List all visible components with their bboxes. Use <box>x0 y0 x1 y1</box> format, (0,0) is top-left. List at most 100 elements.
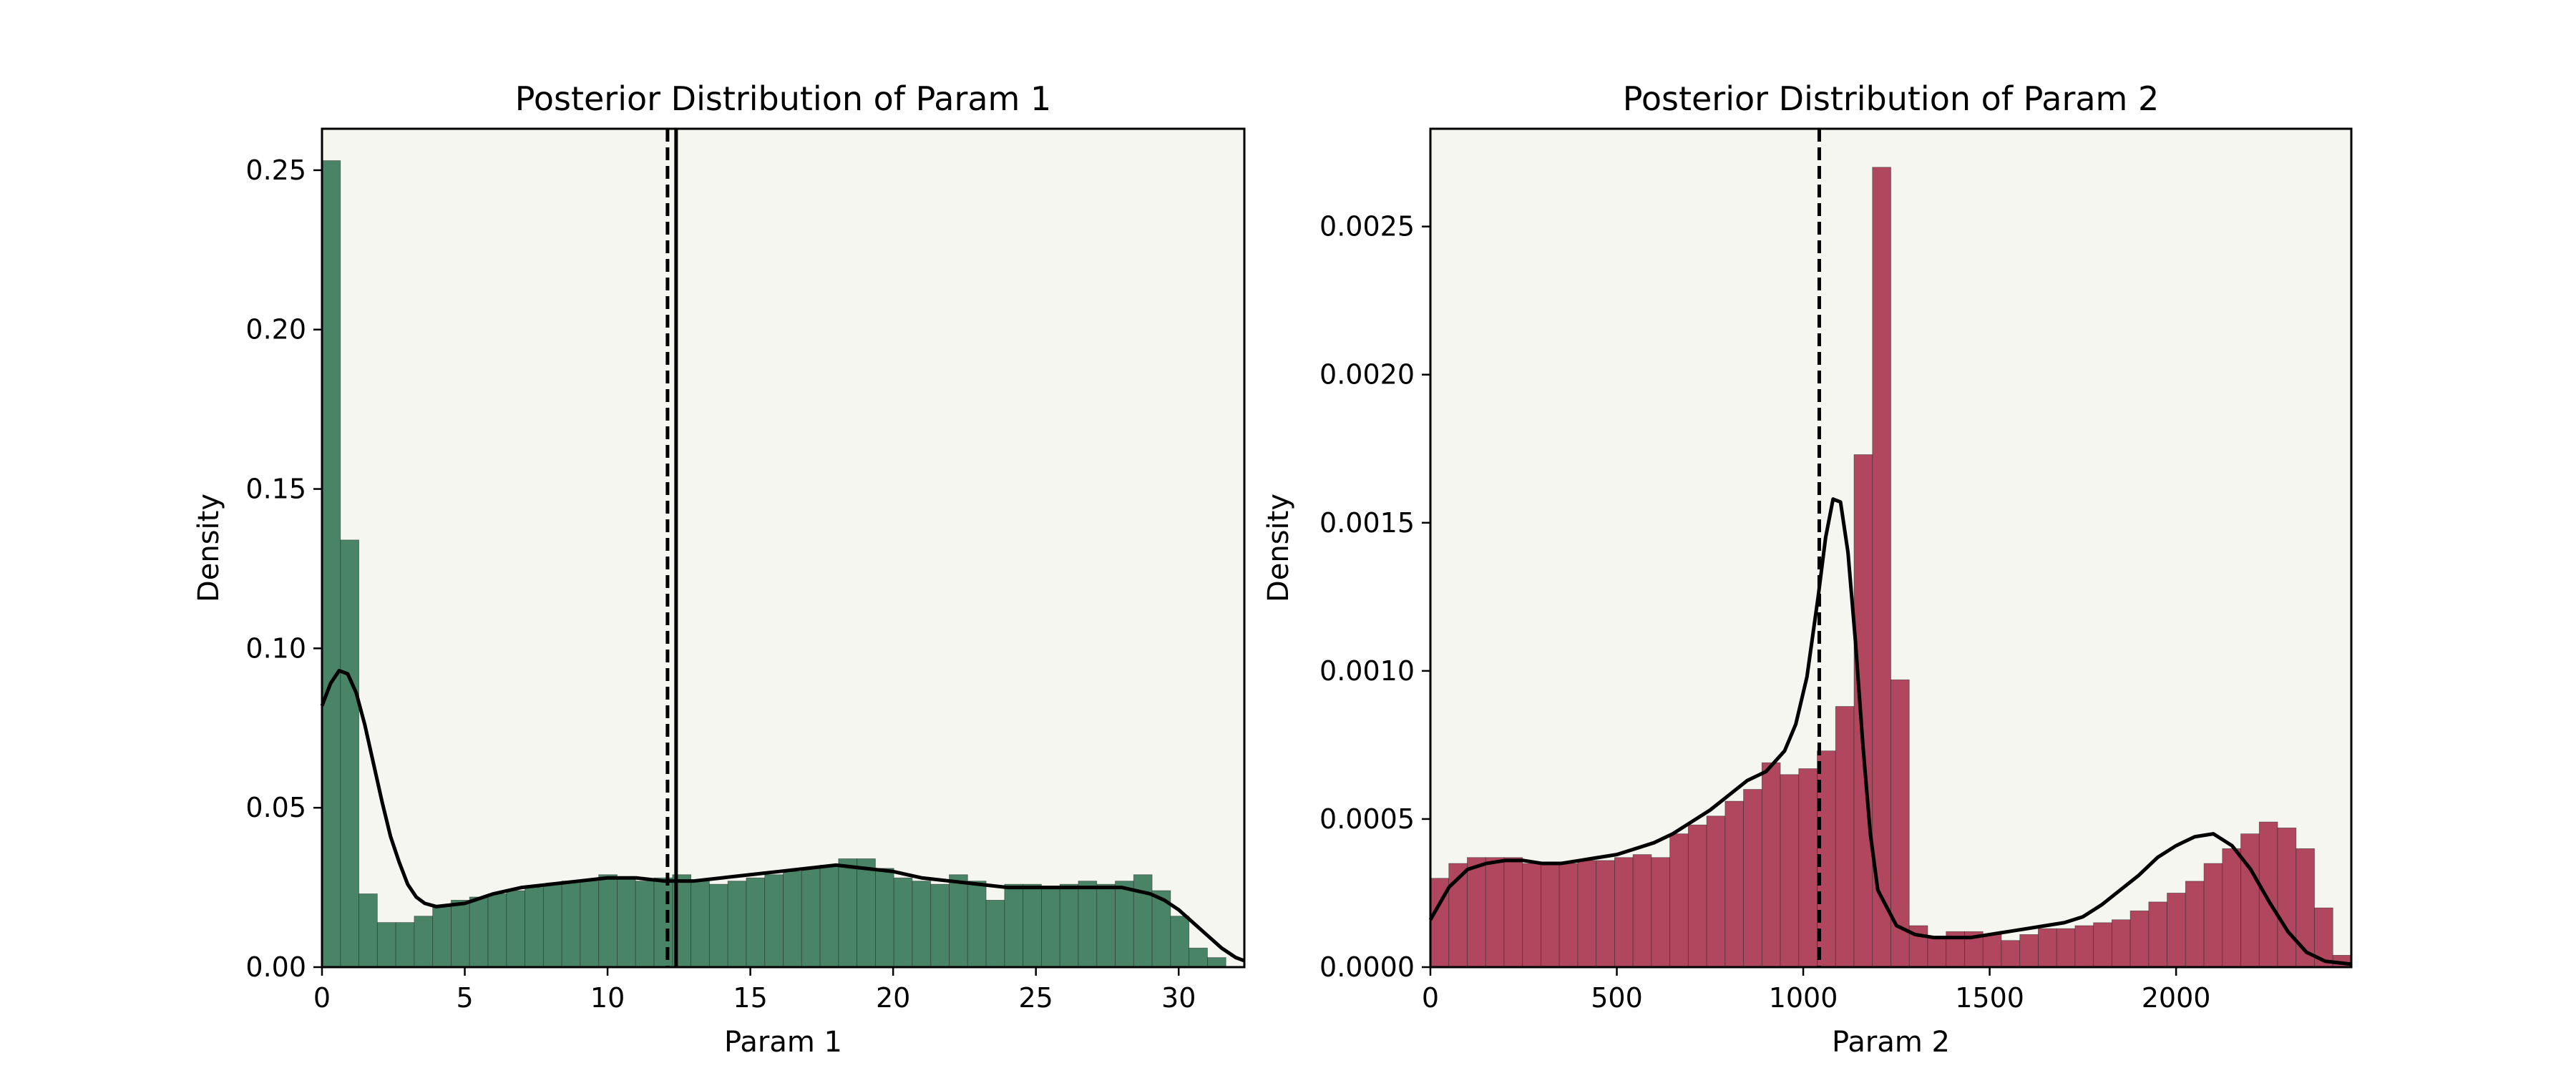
histogram-bars-param-2 <box>1430 167 2352 968</box>
y-tick-label-p2: 0.0010 <box>1319 655 1415 687</box>
y-axis-label-param-2: Density <box>1262 494 1295 602</box>
histogram-bar-p1 <box>1059 883 1079 968</box>
histogram-bar-p2 <box>1467 857 1486 968</box>
x-ticks-param-1: 0 5 10 15 20 25 30 <box>313 967 1196 1014</box>
histogram-bar-p1 <box>1207 957 1226 968</box>
histogram-bar-p1 <box>819 864 839 968</box>
histogram-bar-p2 <box>2148 901 2168 968</box>
x-tick-label-p1: 10 <box>590 982 625 1014</box>
x-tick-label-p2: 500 <box>1591 982 1643 1014</box>
histogram-bar-p2 <box>1558 863 1579 968</box>
histogram-bar-p1 <box>708 883 728 968</box>
kde-curve-param-1 <box>320 669 1245 963</box>
y-tick-label-p1: 0.05 <box>245 792 306 823</box>
histogram-bar-p1 <box>1096 883 1116 968</box>
histogram-bar-p2 <box>2111 919 2131 968</box>
histogram-bar-p2 <box>2203 863 2223 968</box>
histogram-bars-param-1 <box>321 160 1226 968</box>
histogram-bar-p1 <box>875 868 894 968</box>
kde-curve-param-2 <box>1428 497 2352 966</box>
histogram-bar-p1 <box>838 858 858 968</box>
histogram-bar-p2 <box>1687 824 1707 968</box>
y-tick-label-p1: 0.25 <box>245 155 306 186</box>
histogram-bar-p1 <box>985 900 1005 968</box>
x-axis-label-param-1: Param 1 <box>724 1026 842 1059</box>
histogram-bar-p1 <box>376 922 396 968</box>
x-tick-label-p1: 0 <box>313 982 331 1014</box>
histogram-bar-p1 <box>764 874 784 968</box>
histogram-bar-p2 <box>2074 925 2094 968</box>
y-tick-label-p2: 0.0020 <box>1319 359 1415 391</box>
chart-title-param-1: Posterior Distribution of Param 1 <box>515 79 1052 118</box>
y-tick-label-p1: 0.15 <box>245 474 306 505</box>
histogram-bar-p2 <box>1982 934 2002 968</box>
x-tick-label-p1: 30 <box>1161 982 1196 1014</box>
histogram-bar-p2 <box>2019 934 2039 968</box>
histogram-bar-p1 <box>746 877 766 968</box>
histogram-bar-p1 <box>1133 874 1153 968</box>
histogram-bar-p1 <box>727 881 747 968</box>
histogram-bar-p1 <box>321 160 341 968</box>
histogram-bar-p2 <box>1596 860 1615 968</box>
x-tick-label-p1: 5 <box>456 982 473 1014</box>
histogram-bar-p2 <box>1853 454 1873 968</box>
x-axis-label-param-2: Param 2 <box>1832 1026 1950 1059</box>
histogram-bar-p1 <box>561 881 581 968</box>
histogram-bar-p1 <box>635 881 655 968</box>
y-tick-label-p1: 0.10 <box>245 632 306 664</box>
histogram-bar-p2 <box>2129 910 2150 968</box>
histogram-bar-p1 <box>691 881 710 968</box>
x-tick-label-p1: 15 <box>733 982 767 1014</box>
histogram-bar-p2 <box>1835 706 1855 968</box>
reference-lines-param-1 <box>665 129 678 967</box>
histogram-bar-p2 <box>2001 940 2021 968</box>
histogram-bar-p1 <box>912 881 932 968</box>
histogram-bar-p1 <box>414 916 434 968</box>
histogram-bar-p1 <box>930 883 950 968</box>
y-tick-label-p1: 0.00 <box>245 951 306 983</box>
axes-frame-param-1 <box>321 127 1246 969</box>
histogram-bar-p1 <box>487 893 507 968</box>
histogram-bar-p1 <box>340 539 359 968</box>
x-tick-label-p2: 2000 <box>2142 982 2211 1014</box>
panel-param-2: 0 500 1000 1500 2000 0.0000 0.0005 0.0010 0.001… <box>1262 79 2353 1059</box>
histogram-bar-p1 <box>949 874 968 968</box>
histogram-bar-p1 <box>783 871 802 968</box>
histogram-bar-p2 <box>2093 922 2112 968</box>
histogram-bar-p2 <box>1798 768 1818 968</box>
panel-param-1: 0 5 10 15 20 25 30 0.00 0.05 0.10 0.15 0.20 0.25 Po… <box>192 79 1246 1059</box>
x-tick-label-p2: 1500 <box>1955 982 2024 1014</box>
histogram-bar-p1 <box>1115 881 1134 968</box>
histogram-bar-p2 <box>1485 857 1505 968</box>
histogram-bar-p1 <box>967 881 987 968</box>
x-tick-label-p1: 25 <box>1018 982 1053 1014</box>
axes-frame-param-2 <box>1429 127 2353 969</box>
histogram-bar-p1 <box>1170 916 1190 968</box>
histogram-bar-p1 <box>432 906 452 968</box>
histogram-bar-p1 <box>525 887 544 968</box>
histogram-bar-p1 <box>1004 883 1024 968</box>
histogram-bar-p2 <box>1522 863 1541 968</box>
histogram-bar-p1 <box>1023 883 1042 968</box>
histogram-bar-p1 <box>598 874 618 968</box>
histogram-bar-p1 <box>1078 881 1098 968</box>
histogram-bar-p1 <box>1041 887 1060 968</box>
histogram-bar-p2 <box>2056 928 2076 968</box>
histogram-bar-p2 <box>2167 893 2186 968</box>
histogram-bar-p1 <box>395 922 415 968</box>
histogram-bar-p2 <box>1503 857 1523 968</box>
histogram-bar-p2 <box>1743 789 1762 968</box>
plot-area-param-1 <box>322 129 1244 967</box>
histogram-bar-p2 <box>1669 833 1689 968</box>
histogram-bar-p2 <box>2038 928 2057 968</box>
y-tick-label-p1: 0.20 <box>245 314 306 346</box>
histogram-bar-p2 <box>1706 815 1726 968</box>
histogram-bar-p1 <box>358 893 378 968</box>
histogram-bar-p2 <box>1724 800 1744 968</box>
histogram-bar-p2 <box>2277 827 2297 968</box>
histogram-bar-p1 <box>580 881 600 968</box>
y-tick-label-p2: 0.0005 <box>1319 803 1415 835</box>
histogram-bar-p1 <box>801 868 821 968</box>
histogram-bar-p1 <box>617 877 636 968</box>
